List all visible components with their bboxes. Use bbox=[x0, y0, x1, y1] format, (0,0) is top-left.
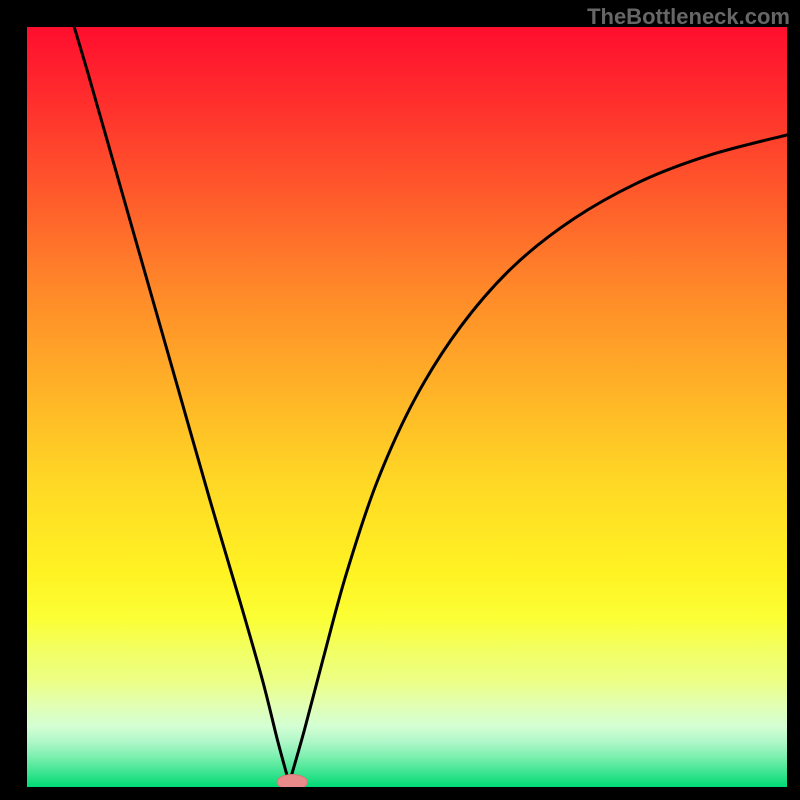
plot-area bbox=[27, 27, 787, 787]
chart-container: TheBottleneck.com bbox=[0, 0, 800, 800]
watermark-text: TheBottleneck.com bbox=[587, 4, 790, 30]
gradient-background bbox=[27, 27, 787, 787]
